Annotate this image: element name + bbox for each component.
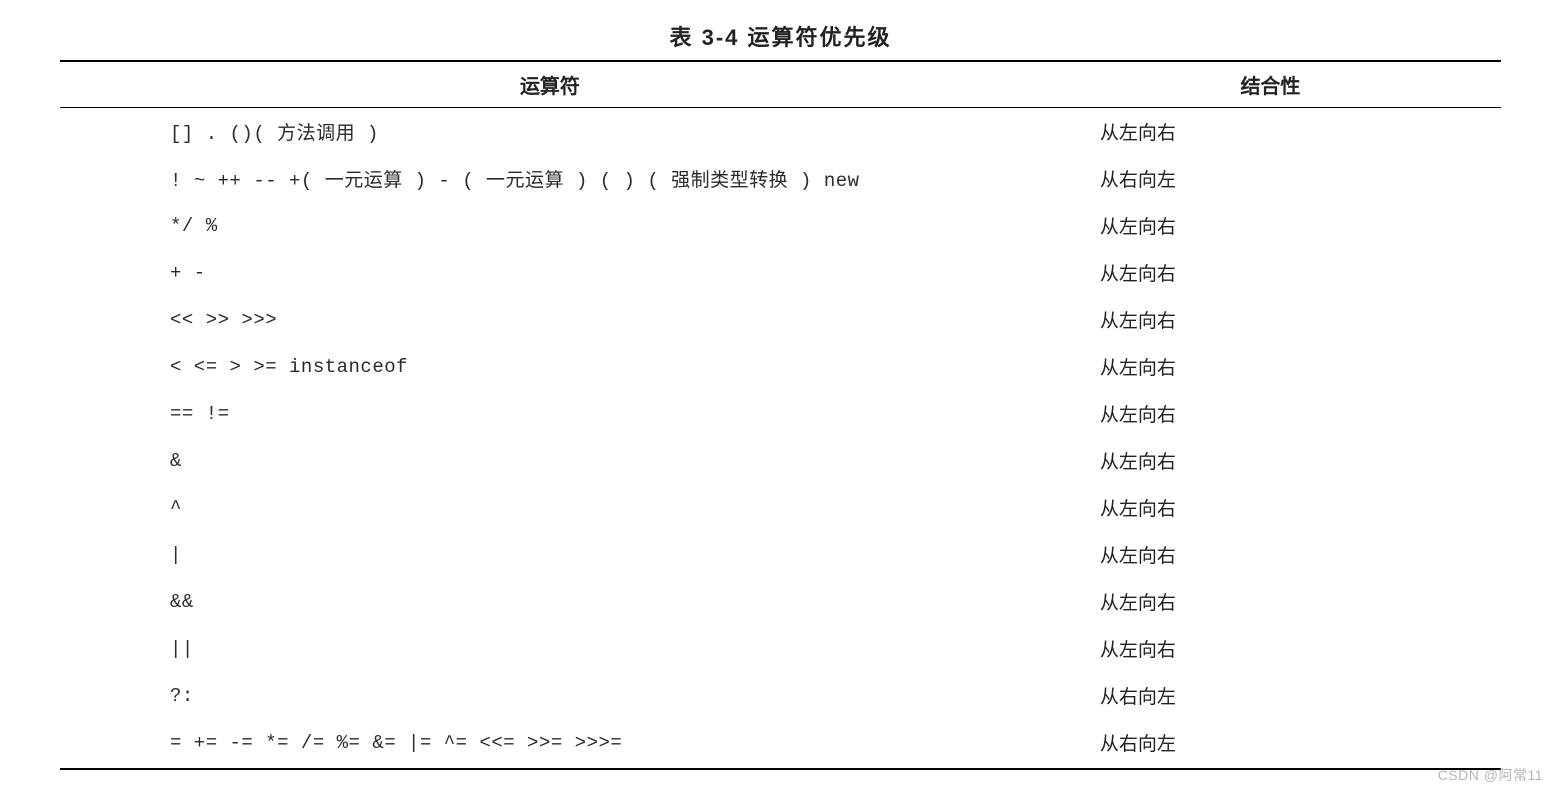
operator-cell: << >> >>> bbox=[60, 296, 1040, 343]
operator-precedence-table: 运算符 结合性 [] . ()( 方法调用 )从左向右! ~ ++ -- +( … bbox=[60, 60, 1501, 770]
table-row: << >> >>>从左向右 bbox=[60, 296, 1501, 343]
operator-cell: && bbox=[60, 578, 1040, 625]
operator-cell: [] . ()( 方法调用 ) bbox=[60, 108, 1040, 156]
table-caption: 表 3-4 运算符优先级 bbox=[60, 20, 1501, 52]
operator-cell: < <= > >= instanceof bbox=[60, 343, 1040, 390]
associativity-cell: 从左向右 bbox=[1040, 437, 1501, 484]
operator-cell: | bbox=[60, 531, 1040, 578]
associativity-cell: 从左向右 bbox=[1040, 578, 1501, 625]
table-row: &&从左向右 bbox=[60, 578, 1501, 625]
table-row: == !=从左向右 bbox=[60, 390, 1501, 437]
operator-cell: & bbox=[60, 437, 1040, 484]
operator-cell: */ % bbox=[60, 202, 1040, 249]
associativity-cell: 从右向左 bbox=[1040, 672, 1501, 719]
watermark: CSDN @阿常11 bbox=[1438, 765, 1543, 785]
associativity-cell: 从左向右 bbox=[1040, 296, 1501, 343]
table-row: [] . ()( 方法调用 )从左向右 bbox=[60, 108, 1501, 156]
associativity-cell: 从右向左 bbox=[1040, 719, 1501, 769]
associativity-cell: 从左向右 bbox=[1040, 202, 1501, 249]
operator-cell: == != bbox=[60, 390, 1040, 437]
table-row: */ %从左向右 bbox=[60, 202, 1501, 249]
table-row: &从左向右 bbox=[60, 437, 1501, 484]
associativity-cell: 从左向右 bbox=[1040, 390, 1501, 437]
operator-cell: ^ bbox=[60, 484, 1040, 531]
table-row: < <= > >= instanceof从左向右 bbox=[60, 343, 1501, 390]
associativity-cell: 从左向右 bbox=[1040, 484, 1501, 531]
associativity-cell: 从左向右 bbox=[1040, 625, 1501, 672]
associativity-cell: 从右向左 bbox=[1040, 155, 1501, 202]
table-body: [] . ()( 方法调用 )从左向右! ~ ++ -- +( 一元运算 ) -… bbox=[60, 108, 1501, 770]
table-row: ?:从右向左 bbox=[60, 672, 1501, 719]
table-header-row: 运算符 结合性 bbox=[60, 61, 1501, 108]
table-row: + -从左向右 bbox=[60, 249, 1501, 296]
operator-cell: ! ~ ++ -- +( 一元运算 ) - ( 一元运算 ) ( ) ( 强制类… bbox=[60, 155, 1040, 202]
associativity-cell: 从左向右 bbox=[1040, 108, 1501, 156]
operator-cell: || bbox=[60, 625, 1040, 672]
table-row: |从左向右 bbox=[60, 531, 1501, 578]
associativity-cell: 从左向右 bbox=[1040, 343, 1501, 390]
table-row: ^从左向右 bbox=[60, 484, 1501, 531]
operator-cell: = += -= *= /= %= &= |= ^= <<= >>= >>>= bbox=[60, 719, 1040, 769]
associativity-cell: 从左向右 bbox=[1040, 531, 1501, 578]
table-row: = += -= *= /= %= &= |= ^= <<= >>= >>>=从右… bbox=[60, 719, 1501, 769]
table-row: ||从左向右 bbox=[60, 625, 1501, 672]
col-header-associativity: 结合性 bbox=[1040, 61, 1501, 108]
operator-cell: + - bbox=[60, 249, 1040, 296]
associativity-cell: 从左向右 bbox=[1040, 249, 1501, 296]
table-row: ! ~ ++ -- +( 一元运算 ) - ( 一元运算 ) ( ) ( 强制类… bbox=[60, 155, 1501, 202]
col-header-operator: 运算符 bbox=[60, 61, 1040, 108]
operator-cell: ?: bbox=[60, 672, 1040, 719]
